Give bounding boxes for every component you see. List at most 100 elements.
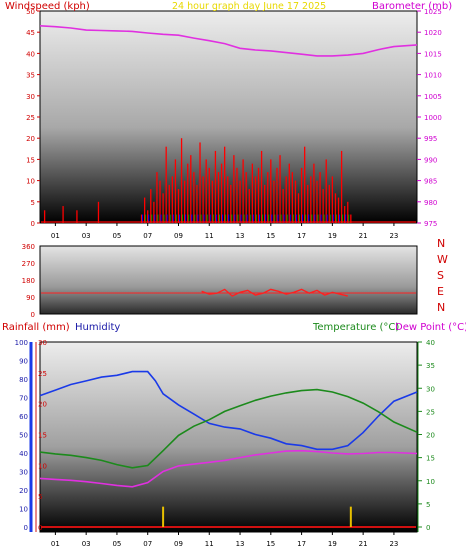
humidity-tick-label: 10	[19, 506, 28, 514]
x-tick-label: 09	[174, 540, 183, 548]
humidity-tick-label: 70	[19, 395, 28, 403]
wind-x-axis-ticks: 01 03 05 07 09 11 13 15 17 19 21 23	[51, 223, 398, 240]
temp-plot-background	[39, 341, 418, 533]
direction-plot-background	[39, 245, 418, 315]
wind-plot-background	[39, 10, 418, 224]
direction-tick-label: 0	[31, 311, 35, 319]
x-tick-label: 03	[82, 540, 91, 548]
temperature-tick-label: 30	[426, 385, 435, 393]
temperature-axis-ticks: 0 5 10 15 20 25 30 35 40	[418, 339, 435, 532]
wind-tick-label: 40	[26, 50, 35, 58]
rain-tick-label: 25	[38, 370, 47, 378]
dewpoint-series-line	[39, 449, 418, 488]
x-tick-label: 23	[389, 540, 398, 548]
barometer-title: Barometer (mb)	[372, 1, 452, 12]
temperature-tick-label: 0	[426, 524, 430, 532]
x-tick-label: 07	[143, 232, 152, 240]
temperature-tick-label: 5	[426, 501, 430, 509]
wind-tick-label: 10	[26, 178, 35, 186]
x-tick-label: 05	[112, 540, 121, 548]
temperature-tick-label: 15	[426, 455, 435, 463]
x-tick-label: 11	[205, 232, 214, 240]
rain-tick-label: 5	[38, 493, 42, 501]
barometer-series-line	[39, 25, 418, 57]
windspeed-series	[41, 138, 416, 223]
wind-axis-ticks: 0 5 10 15 20 25 30 35 40 45 50	[26, 8, 40, 228]
x-tick-label: 09	[174, 232, 183, 240]
barometer-tick-label: 1020	[424, 29, 442, 37]
compass-letter: S	[437, 269, 444, 282]
barometer-tick-label: 1000	[424, 114, 442, 122]
humidity-tick-label: 40	[19, 450, 28, 458]
x-tick-label: 03	[82, 232, 91, 240]
x-tick-label: 11	[205, 540, 214, 548]
wind-tick-label: 5	[31, 199, 35, 207]
rain-event-markers	[162, 506, 352, 527]
temp-x-axis-ticks: 01 03 05 07 09 11 13 15 17 19 21 23	[51, 532, 398, 548]
x-tick-label: 05	[112, 232, 121, 240]
temperature-tick-label: 35	[426, 362, 435, 370]
compass-letter: E	[437, 285, 444, 298]
rain-axis-ticks: 0 5 10 15 20 25 30	[38, 339, 47, 532]
x-tick-label: 21	[359, 540, 368, 548]
humidity-tick-label: 100	[15, 339, 28, 347]
wind-tick-label: 0	[31, 220, 35, 228]
wind-tick-label: 20	[26, 135, 35, 143]
humidity-tick-label: 80	[19, 376, 28, 384]
temperature-tick-label: 10	[426, 478, 435, 486]
x-tick-label: 17	[297, 540, 306, 548]
barometer-tick-label: 980	[424, 199, 437, 207]
direction-tick-label: 90	[26, 294, 35, 302]
temperature-tick-label: 20	[426, 432, 435, 440]
barometer-tick-label: 1010	[424, 72, 442, 80]
temperature-tick-label: 40	[426, 339, 435, 347]
x-tick-label: 01	[51, 232, 60, 240]
x-tick-label: 19	[328, 540, 337, 548]
barometer-tick-label: 1005	[424, 93, 442, 101]
x-tick-label: 19	[328, 232, 337, 240]
rain-tick-label: 20	[38, 401, 47, 409]
wind-tick-label: 35	[26, 72, 35, 80]
humidity-series-line	[39, 370, 418, 451]
direction-axis-ticks: 0 90 180 270 360	[22, 243, 35, 319]
barometer-axis-ticks: 975 980 985 990 995 1000 1005 1010 1015 1020 1025	[417, 8, 442, 228]
humidity-tick-label: 50	[19, 432, 28, 440]
compass-letter: W	[437, 253, 448, 266]
rain-tick-label: 10	[38, 462, 47, 470]
rain-tick-label: 30	[38, 339, 47, 347]
x-tick-label: 13	[236, 540, 245, 548]
wind-tick-label: 50	[26, 8, 35, 16]
humidity-tick-label: 0	[24, 524, 28, 532]
rainfall-title: Rainfall (mm)	[2, 322, 70, 333]
x-tick-label: 07	[143, 540, 152, 548]
wind-tick-label: 25	[26, 114, 35, 122]
humidity-tick-label: 30	[19, 469, 28, 477]
temperature-tick-label: 25	[426, 408, 435, 416]
x-tick-label: 15	[266, 232, 275, 240]
wind-direction-series-line	[201, 288, 348, 297]
direction-tick-label: 180	[22, 277, 35, 285]
graph-date-title: 24 hour graph day June 17 2025	[172, 1, 326, 12]
direction-tick-label: 270	[22, 260, 35, 268]
humidity-tick-label: 60	[19, 413, 28, 421]
temperature-title: Temperature (°C)	[312, 322, 399, 333]
compass-letter: N	[437, 301, 445, 314]
x-tick-label: 17	[297, 232, 306, 240]
humidity-tick-label: 90	[19, 358, 28, 366]
temperature-series-line	[39, 388, 418, 469]
barometer-tick-label: 995	[424, 135, 437, 143]
barometer-tick-label: 990	[424, 156, 437, 164]
dewpoint-title: Dew Point (°C)	[395, 322, 466, 333]
x-tick-label: 01	[51, 540, 60, 548]
humidity-tick-label: 20	[19, 487, 28, 495]
compass-letter: N	[437, 237, 445, 250]
x-tick-label: 13	[236, 232, 245, 240]
barometer-tick-label: 975	[424, 220, 437, 228]
humidity-title: Humidity	[75, 322, 120, 333]
rain-tick-label: 0	[38, 524, 42, 532]
wind-tick-label: 45	[26, 29, 35, 37]
x-tick-label: 21	[359, 232, 368, 240]
rain-tick-label: 15	[38, 432, 47, 440]
